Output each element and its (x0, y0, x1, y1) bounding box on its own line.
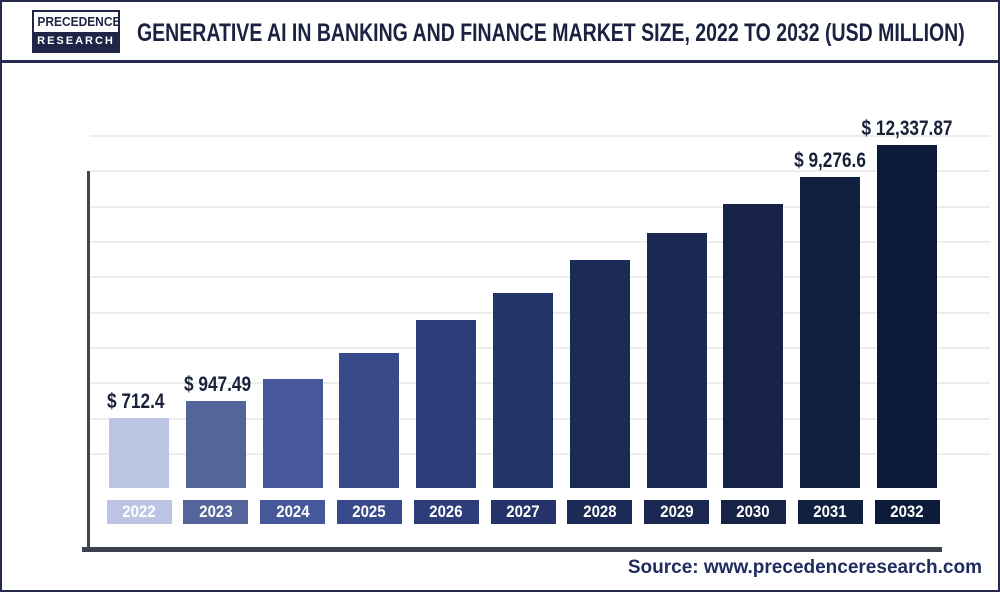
gridline-2 (90, 206, 990, 208)
year-label-text: 2022 (122, 502, 156, 521)
year-label-2025: 2025 (336, 500, 402, 524)
year-label-text: 2029 (659, 502, 694, 521)
gridline-1 (90, 170, 990, 172)
bar-2027 (493, 293, 553, 488)
bar-value-label-2031: $ 9,276.6 (794, 149, 867, 172)
year-label-text: 2028 (583, 502, 617, 521)
x-axis-line (82, 547, 942, 552)
chart-title: GENERATIVE AI IN BANKING AND FINANCE MAR… (137, 19, 965, 47)
bar-2026 (416, 320, 477, 488)
year-label-2027: 2027 (490, 500, 556, 524)
gridline-0 (90, 135, 990, 137)
gridline-4 (90, 276, 990, 278)
source-attribution: Source: www.precedenceresearch.com (627, 557, 982, 578)
y-axis-line (87, 171, 90, 549)
year-label-text: 2030 (736, 502, 771, 521)
logo-line-1: PRECEDENCE (37, 12, 120, 32)
precedence-research-logo: PRECEDENCE RESEARCH (32, 10, 120, 53)
plot-area: $ 712.4 2022 $ 947.49 2023 2024 2025 2026 2027 2… (2, 63, 998, 552)
year-label-text: 2032 (890, 502, 924, 521)
year-label-text: 2031 (813, 502, 847, 521)
year-label-text: 2026 (429, 502, 463, 521)
year-label-2026: 2026 (413, 500, 479, 524)
bar-2028 (569, 260, 630, 488)
year-label-2024: 2024 (260, 500, 326, 524)
year-label-2028: 2028 (567, 500, 633, 524)
year-label-text: 2027 (506, 502, 540, 521)
year-label-text: 2024 (275, 502, 310, 521)
header-band: PRECEDENCE RESEARCH GENERATIVE AI IN BAN… (2, 2, 998, 63)
logo-line-2: RESEARCH (34, 32, 118, 51)
bar-value-label-2022: $ 712.4 (107, 390, 165, 413)
bar-value-label-2023: $ 947.49 (183, 373, 251, 396)
year-label-text: 2023 (199, 502, 233, 521)
bar-2029 (646, 233, 707, 488)
year-label-2031: 2031 (797, 500, 863, 524)
year-label-2030: 2030 (720, 500, 786, 524)
bar-2025 (339, 353, 400, 488)
gridline-3 (90, 241, 990, 243)
bar-2022 (109, 418, 169, 488)
bar-2032 (877, 145, 937, 488)
year-label-2022: 2022 (106, 500, 172, 524)
bar-2030 (723, 204, 784, 488)
bar-value-label-2032: $ 12,337.87 (861, 117, 953, 140)
bar-2024 (262, 379, 323, 488)
year-label-2032: 2032 (874, 500, 940, 524)
year-label-2023: 2023 (183, 500, 249, 524)
bar-2023 (185, 401, 246, 488)
bar-2031 (800, 177, 861, 488)
year-label-2029: 2029 (644, 500, 710, 524)
year-label-text: 2025 (352, 502, 387, 521)
